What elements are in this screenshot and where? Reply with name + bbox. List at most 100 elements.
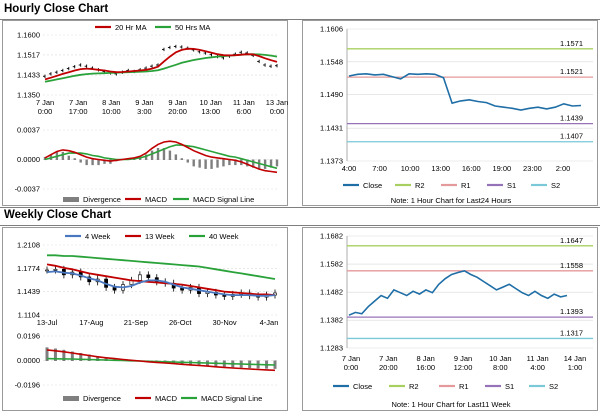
weekly-candle-body bbox=[53, 268, 58, 271]
hourly-divergence-bar bbox=[263, 159, 267, 169]
hourly-pivot-xtick: 4:00 bbox=[342, 164, 357, 173]
weekly-pivot-xtick: 11 Jan bbox=[527, 354, 549, 363]
weekly-pivot-xtick: 14 Jan bbox=[564, 354, 587, 363]
weekly-13w-line bbox=[46, 263, 276, 296]
hourly-price-xtick: 10:00 bbox=[102, 107, 121, 116]
weekly-4w-line bbox=[46, 270, 276, 297]
hourly-price-xtick: 11 Jan bbox=[233, 98, 255, 107]
hourly-divider bbox=[0, 19, 600, 20]
weekly-level-label-r1: 1.1558 bbox=[560, 261, 583, 270]
hourly-price-xtick: 8 Jan bbox=[102, 98, 120, 107]
weekly-price-xtick: 21-Sep bbox=[124, 318, 148, 327]
hourly-divergence-bar bbox=[61, 151, 65, 160]
weekly-divergence-bar bbox=[87, 354, 91, 361]
weekly-pivot-xtick: 4:00 bbox=[530, 363, 545, 372]
hourly-divergence-bar bbox=[168, 150, 172, 160]
weekly-macd-line bbox=[46, 349, 276, 372]
weekly-pivot-note: Note: 1 Hour Chart for Last11 Week bbox=[391, 400, 511, 409]
hourly-price-ytick: 1.1600 bbox=[17, 31, 40, 40]
hourly-divergence-bar bbox=[156, 148, 160, 160]
hourly-price-ytick: 1.1517 bbox=[17, 50, 40, 59]
hourly-divergence-bar bbox=[174, 154, 178, 160]
weekly-level-label-s2: 1.1317 bbox=[560, 328, 583, 337]
hourly-price-xtick: 0:00 bbox=[270, 107, 285, 116]
hourly-price-legend-label: 50 Hrs MA bbox=[175, 23, 210, 32]
hourly-pivot-legend-label: Close bbox=[363, 181, 382, 190]
weekly-divergence-bar bbox=[45, 347, 49, 361]
hourly-divergence-bar bbox=[162, 148, 166, 160]
hourly-pivot-ytick: 1.1431 bbox=[320, 124, 343, 133]
hourly-macd-legend-label: MACD Signal Line bbox=[193, 195, 254, 204]
weekly-pivot-ytick: 1.1682 bbox=[320, 232, 343, 241]
weekly-pivot-xtick: 1:00 bbox=[568, 363, 583, 372]
hourly-divergence-bar bbox=[222, 159, 225, 167]
weekly-pivot-xtick: 0:00 bbox=[344, 363, 359, 372]
hourly-price-xtick: 7 Jan bbox=[36, 98, 54, 107]
weekly-pivot-ytick: 1.1382 bbox=[320, 316, 343, 325]
hourly-level-label-r2: 1.1571 bbox=[560, 39, 583, 48]
weekly-left-panel: 1.2108 1.1774 1.1439 1.1104 4 Week 13 Week 40 … bbox=[2, 227, 288, 411]
hourly-level-label-r1: 1.1521 bbox=[560, 67, 583, 76]
hourly-macd-legend-swatch bbox=[63, 197, 79, 202]
weekly-macd-legend-label: MACD bbox=[155, 394, 178, 403]
weekly-divergence-bar bbox=[70, 351, 74, 361]
hourly-pivot-legend-label: R2 bbox=[415, 181, 425, 190]
weekly-price-xtick: 30-Nov bbox=[213, 318, 237, 327]
hourly-divergence-bar bbox=[228, 159, 231, 166]
hourly-macd-ytick: 0.0037 bbox=[17, 126, 40, 135]
weekly-macd-legend-label: MACD Signal Line bbox=[201, 394, 262, 403]
hourly-macd-legend-label: Divergence bbox=[83, 195, 121, 204]
weekly-pivot-xtick: 7 Jan bbox=[342, 354, 360, 363]
weekly-divergence-bar bbox=[53, 348, 57, 361]
hourly-macd-line bbox=[44, 140, 278, 174]
hourly-ma50-line bbox=[44, 53, 278, 83]
weekly-candle-body bbox=[112, 287, 117, 291]
weekly-price-ytick: 1.1104 bbox=[18, 311, 40, 320]
hourly-pivot-ytick: 1.1373 bbox=[320, 157, 343, 166]
hourly-divergence-bar bbox=[144, 154, 148, 160]
hourly-divergence-bar bbox=[246, 159, 249, 167]
hourly-divergence-bar bbox=[67, 155, 70, 160]
weekly-pivot-close-line bbox=[348, 269, 568, 316]
weekly-macd-ytick: -0.0196 bbox=[15, 381, 40, 390]
weekly-price-xtick: 17-Aug bbox=[79, 318, 103, 327]
hourly-pivot-ytick: 1.1490 bbox=[320, 90, 343, 99]
weekly-40w-line bbox=[47, 254, 276, 280]
hourly-divergence-bar bbox=[234, 159, 237, 166]
weekly-candle-body bbox=[146, 274, 151, 278]
weekly-candle-body bbox=[137, 274, 142, 281]
hourly-pivot-legend-label: R1 bbox=[461, 181, 471, 190]
hourly-macd-ytick: 0.0000 bbox=[17, 155, 40, 164]
weekly-pivot-xtick: 16:00 bbox=[416, 363, 435, 372]
hourly-pivot-xtick: 7:00 bbox=[372, 164, 387, 173]
hourly-divergence-bar bbox=[210, 159, 213, 169]
weekly-pivot-ytick: 1.1582 bbox=[320, 260, 343, 269]
hourly-pivot-xtick: 16:00 bbox=[462, 164, 481, 173]
weekly-pivot-legend-label: R2 bbox=[409, 382, 419, 391]
hourly-price-xtick: 9 Jan bbox=[135, 98, 153, 107]
hourly-level-label-s2: 1.1407 bbox=[560, 132, 583, 141]
weekly-price-legend-label: 4 Week bbox=[85, 232, 111, 241]
weekly-pivot-ytick: 1.1482 bbox=[320, 288, 343, 297]
weekly-divider bbox=[0, 225, 600, 226]
hourly-divergence-bar bbox=[91, 159, 94, 166]
weekly-pivot-legend-label: R1 bbox=[459, 382, 469, 391]
hourly-right-panel: 1.1606 1.1548 1.1490 1.1431 1.1373 1.1571 1.15… bbox=[302, 20, 598, 206]
hourly-divergence-bar bbox=[216, 159, 219, 168]
hourly-signal-line bbox=[44, 144, 278, 170]
middle-divider bbox=[0, 207, 600, 208]
weekly-price-legend-label: 13 Week bbox=[145, 232, 175, 241]
hourly-price-chart: 1.1600 1.1517 1.1433 1.1350 20 Hr MA 50 Hrs M… bbox=[15, 23, 289, 204]
hourly-divergence-bar bbox=[186, 159, 189, 163]
hourly-pivot-xtick: 10:00 bbox=[401, 164, 420, 173]
weekly-pivot-xtick: 20:00 bbox=[379, 363, 398, 372]
hourly-price-xtick: 6:00 bbox=[237, 107, 252, 116]
weekly-pivot-xtick: 8 Jan bbox=[416, 354, 434, 363]
hourly-divergence-bar bbox=[269, 159, 273, 168]
hourly-price-ytick: 1.1350 bbox=[17, 91, 40, 100]
hourly-pivot-legend-label: S2 bbox=[551, 181, 560, 190]
weekly-price-ytick: 1.1439 bbox=[17, 287, 40, 296]
weekly-pivot-xtick: 7 Jan bbox=[379, 354, 397, 363]
weekly-divergence-bar bbox=[62, 349, 66, 361]
hourly-divergence-bar bbox=[275, 159, 279, 167]
